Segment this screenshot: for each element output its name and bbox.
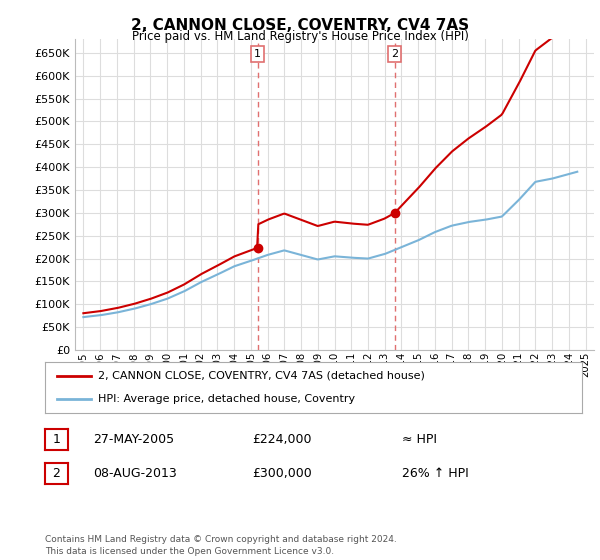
Text: 2, CANNON CLOSE, COVENTRY, CV4 7AS (detached house): 2, CANNON CLOSE, COVENTRY, CV4 7AS (deta… — [98, 371, 425, 381]
Text: 2: 2 — [52, 466, 61, 480]
Text: 26% ↑ HPI: 26% ↑ HPI — [402, 466, 469, 480]
Text: £300,000: £300,000 — [252, 466, 312, 480]
Text: £224,000: £224,000 — [252, 433, 311, 446]
Text: 27-MAY-2005: 27-MAY-2005 — [93, 433, 174, 446]
Text: HPI: Average price, detached house, Coventry: HPI: Average price, detached house, Cove… — [98, 394, 355, 404]
Text: Price paid vs. HM Land Registry's House Price Index (HPI): Price paid vs. HM Land Registry's House … — [131, 30, 469, 43]
Text: 2, CANNON CLOSE, COVENTRY, CV4 7AS: 2, CANNON CLOSE, COVENTRY, CV4 7AS — [131, 18, 469, 33]
Text: Contains HM Land Registry data © Crown copyright and database right 2024.
This d: Contains HM Land Registry data © Crown c… — [45, 535, 397, 556]
Text: ≈ HPI: ≈ HPI — [402, 433, 437, 446]
Text: 1: 1 — [52, 433, 61, 446]
Text: 2: 2 — [391, 49, 398, 59]
Text: 1: 1 — [254, 49, 262, 59]
Text: 08-AUG-2013: 08-AUG-2013 — [93, 466, 177, 480]
